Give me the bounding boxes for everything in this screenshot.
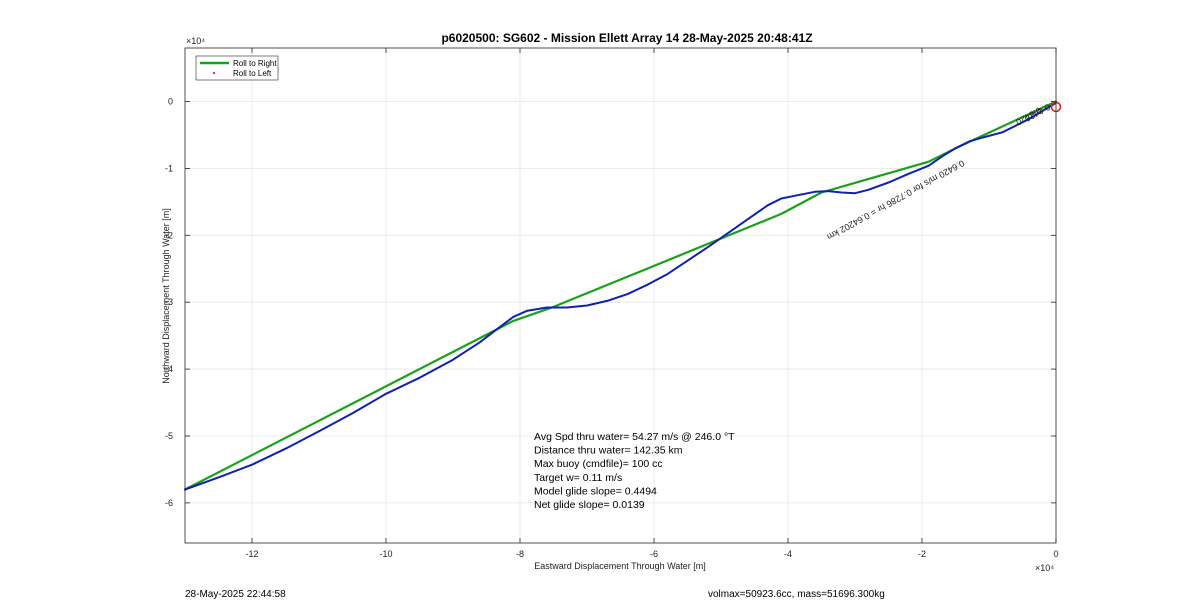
x-tick-label: -6 — [650, 549, 658, 559]
y-tick-label: -4 — [165, 364, 173, 374]
stat-line: Model glide slope= 0.4494 — [534, 485, 657, 497]
legend: Roll to Right Roll to Left — [195, 55, 279, 81]
plot-frame — [184, 47, 1057, 544]
y-tick-label: 0 — [168, 97, 173, 107]
stat-line: Distance thru water= 142.35 km — [534, 445, 683, 457]
y-tick-label: -6 — [165, 498, 173, 508]
x-axis-label: Eastward Displacement Through Water [m] — [534, 561, 706, 571]
stat-line: Target w= 0.11 m/s — [534, 472, 622, 484]
y-axis-label: Northward Displacement Through Water [m] — [161, 208, 171, 384]
stat-line: Avg Spd thru water= 54.27 m/s @ 246.0 °T — [534, 431, 735, 443]
stat-line: Max buoy (cmdfile)= 100 cc — [534, 458, 663, 470]
footer-timestamp: 28-May-2025 22:44:58 — [185, 589, 286, 600]
chart-title: p6020500: SG602 - Mission Ellett Array 1… — [441, 31, 812, 45]
stats-block: Avg Spd thru water= 54.27 m/s @ 246.0 °T… — [534, 431, 735, 511]
y-axis-multiplier: ×10⁴ — [186, 36, 205, 46]
x-tick-label: -10 — [379, 549, 392, 559]
series-track-line — [184, 101, 1057, 491]
axis-ticks: -12 -10 -8 -6 -4 -2 0 0 -1 -2 -3 -4 -5 -6 — [165, 48, 1059, 559]
y-tick-label: -3 — [165, 297, 173, 307]
footer-vol-mass: volmax=50923.6cc, mass=51696.300kg — [708, 589, 885, 600]
legend-label-roll-right: Roll to Right — [233, 59, 277, 68]
y-tick-label: -1 — [165, 163, 173, 173]
x-tick-label: -2 — [918, 549, 926, 559]
grid-lines — [185, 48, 1057, 543]
x-tick-label: 0 — [1053, 549, 1058, 559]
legend-swatch-roll-left — [212, 71, 216, 75]
x-tick-label: -4 — [784, 549, 792, 559]
x-tick-label: -8 — [516, 549, 524, 559]
x-tick-label: -12 — [245, 549, 258, 559]
stat-line: Net glide slope= 0.0139 — [534, 499, 645, 511]
legend-label-roll-left: Roll to Left — [233, 69, 272, 78]
legend-box — [195, 55, 279, 81]
y-tick-label: -2 — [165, 230, 173, 240]
x-axis-multiplier: ×10⁴ — [1035, 563, 1054, 573]
y-tick-label: -5 — [165, 431, 173, 441]
